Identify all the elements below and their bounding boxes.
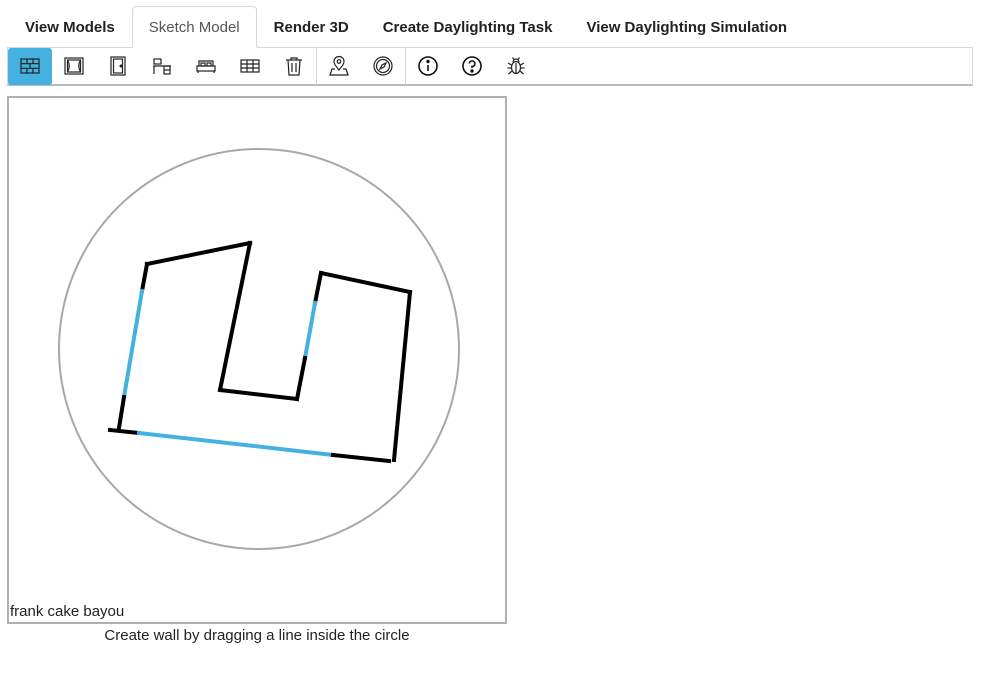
- window-tool-button[interactable]: [52, 48, 96, 85]
- wall-segment[interactable]: [107, 427, 142, 436]
- tab-create-daylighting-task[interactable]: Create Daylighting Task: [382, 19, 553, 36]
- wall-segment[interactable]: [294, 355, 308, 402]
- floor-plan: [58, 148, 460, 550]
- tab-sketch-model[interactable]: Sketch Model: [131, 6, 257, 48]
- table-icon: [240, 59, 260, 73]
- info-icon: [418, 56, 438, 76]
- window-segment[interactable]: [136, 430, 336, 458]
- wall-segment[interactable]: [318, 270, 413, 295]
- window-segment[interactable]: [121, 288, 145, 400]
- desk-tool-button[interactable]: [140, 48, 184, 85]
- help-icon: [462, 56, 482, 76]
- window-segment[interactable]: [302, 300, 318, 361]
- trash-icon: [286, 57, 302, 76]
- drawing-boundary-circle: [58, 148, 460, 550]
- wall-icon: [20, 58, 40, 74]
- wall-segment[interactable]: [312, 270, 324, 306]
- desk-icon: [153, 58, 171, 75]
- tab-render-3d[interactable]: Render 3D: [273, 19, 349, 36]
- tab-view-daylighting-simulation[interactable]: View Daylighting Simulation: [586, 19, 788, 36]
- wall-segment[interactable]: [330, 452, 392, 464]
- wall-segment[interactable]: [217, 387, 300, 402]
- info-button[interactable]: [406, 48, 450, 85]
- window-icon: [64, 57, 84, 75]
- location-icon: [329, 55, 349, 76]
- model-name-label: frank cake bayou: [10, 603, 125, 620]
- bed-tool-button[interactable]: [184, 48, 228, 85]
- wall-segment[interactable]: [139, 261, 150, 294]
- debug-button[interactable]: [494, 48, 538, 85]
- bed-icon: [196, 60, 216, 73]
- compass-icon: [373, 56, 393, 76]
- delete-tool-button[interactable]: [272, 48, 316, 85]
- toolbar-separator: [405, 47, 406, 85]
- bug-icon: [507, 57, 525, 75]
- help-button[interactable]: [450, 48, 494, 85]
- wall-segment[interactable]: [391, 289, 413, 463]
- compass-button[interactable]: [361, 48, 405, 85]
- tab-bar: View Models Sketch Model Render 3D Creat…: [8, 6, 804, 48]
- walls: [107, 240, 413, 464]
- tab-view-models[interactable]: View Models: [25, 19, 115, 36]
- location-button[interactable]: [317, 48, 361, 85]
- wall-segment[interactable]: [144, 240, 253, 267]
- toolbar: [7, 47, 973, 86]
- toolbar-separator: [316, 47, 317, 85]
- instruction-text: Create wall by dragging a line inside th…: [104, 627, 410, 644]
- door-icon: [110, 56, 126, 76]
- wall-segment[interactable]: [217, 240, 253, 393]
- door-tool-button[interactable]: [96, 48, 140, 85]
- wall-tool-button[interactable]: [8, 47, 52, 85]
- sketch-canvas[interactable]: frank cake bayou: [7, 96, 507, 624]
- table-tool-button[interactable]: [228, 48, 272, 85]
- wall-segment[interactable]: [116, 394, 127, 431]
